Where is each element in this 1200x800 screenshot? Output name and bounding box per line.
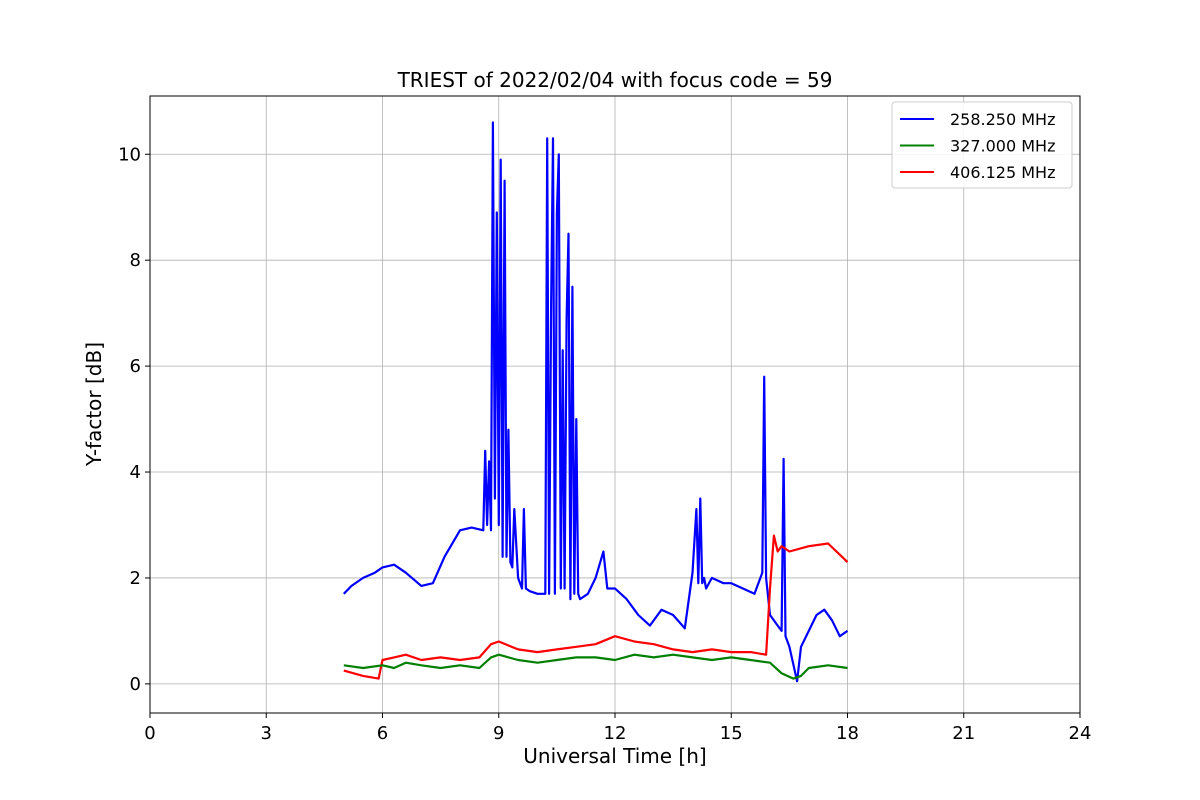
legend-label: 258.250 MHz xyxy=(950,110,1055,129)
y-axis: 0 2 4 6 8 10 xyxy=(118,144,150,695)
x-axis-label: Universal Time [h] xyxy=(523,744,706,768)
series-line-1 xyxy=(343,121,849,683)
x-tick-label: 21 xyxy=(952,723,975,744)
y-tick-label: 6 xyxy=(130,356,141,377)
legend-label: 406.125 MHz xyxy=(950,163,1055,182)
y-tick-label: 2 xyxy=(130,568,141,589)
x-tick-label: 12 xyxy=(604,723,627,744)
x-axis: 0 3 6 9 12 15 18 21 24 xyxy=(144,713,1091,744)
y-axis-label: Y-factor [dB] xyxy=(82,342,106,467)
series-layer xyxy=(343,121,849,683)
series-line-2 xyxy=(343,653,848,680)
x-tick-label: 0 xyxy=(144,723,155,744)
x-tick-label: 3 xyxy=(261,723,272,744)
legend: 258.250 MHz 327.000 MHz 406.125 MHz xyxy=(891,101,1073,189)
legend-box xyxy=(891,101,1073,189)
y-tick-label: 0 xyxy=(130,674,141,695)
x-tick-label: 9 xyxy=(493,723,504,744)
x-tick-label: 18 xyxy=(836,723,859,744)
x-tick-label: 15 xyxy=(720,723,743,744)
series-line-3 xyxy=(343,534,849,680)
legend-label: 327.000 MHz xyxy=(950,137,1055,156)
chart-title: TRIEST of 2022/02/04 with focus code = 5… xyxy=(397,68,833,92)
y-tick-label: 4 xyxy=(130,462,141,483)
x-tick-label: 6 xyxy=(377,723,388,744)
y-tick-label: 8 xyxy=(130,250,141,271)
y-tick-label: 10 xyxy=(118,144,141,165)
x-tick-label: 24 xyxy=(1069,723,1092,744)
